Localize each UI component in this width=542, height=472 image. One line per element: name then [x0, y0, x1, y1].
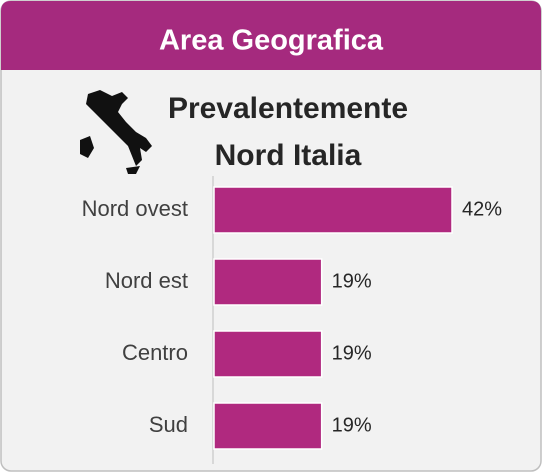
category-label: Centro [122, 340, 188, 365]
category-label: Nord est [105, 268, 188, 293]
header-band [1, 1, 541, 70]
bar [213, 258, 323, 306]
category-label: Sud [149, 412, 188, 437]
category-label: Nord ovest [82, 196, 188, 221]
value-label: 19% [332, 414, 372, 436]
italy-icon [80, 90, 152, 174]
subtitle-line: Prevalentemente [168, 92, 408, 125]
subtitle-line: Nord Italia [215, 139, 362, 172]
bar [213, 402, 323, 450]
chart-title: Area Geografica [159, 25, 384, 57]
value-label: 19% [332, 342, 372, 364]
value-label: 19% [332, 270, 372, 292]
value-label: 42% [462, 198, 502, 220]
bar [213, 186, 453, 234]
bar [213, 330, 323, 378]
